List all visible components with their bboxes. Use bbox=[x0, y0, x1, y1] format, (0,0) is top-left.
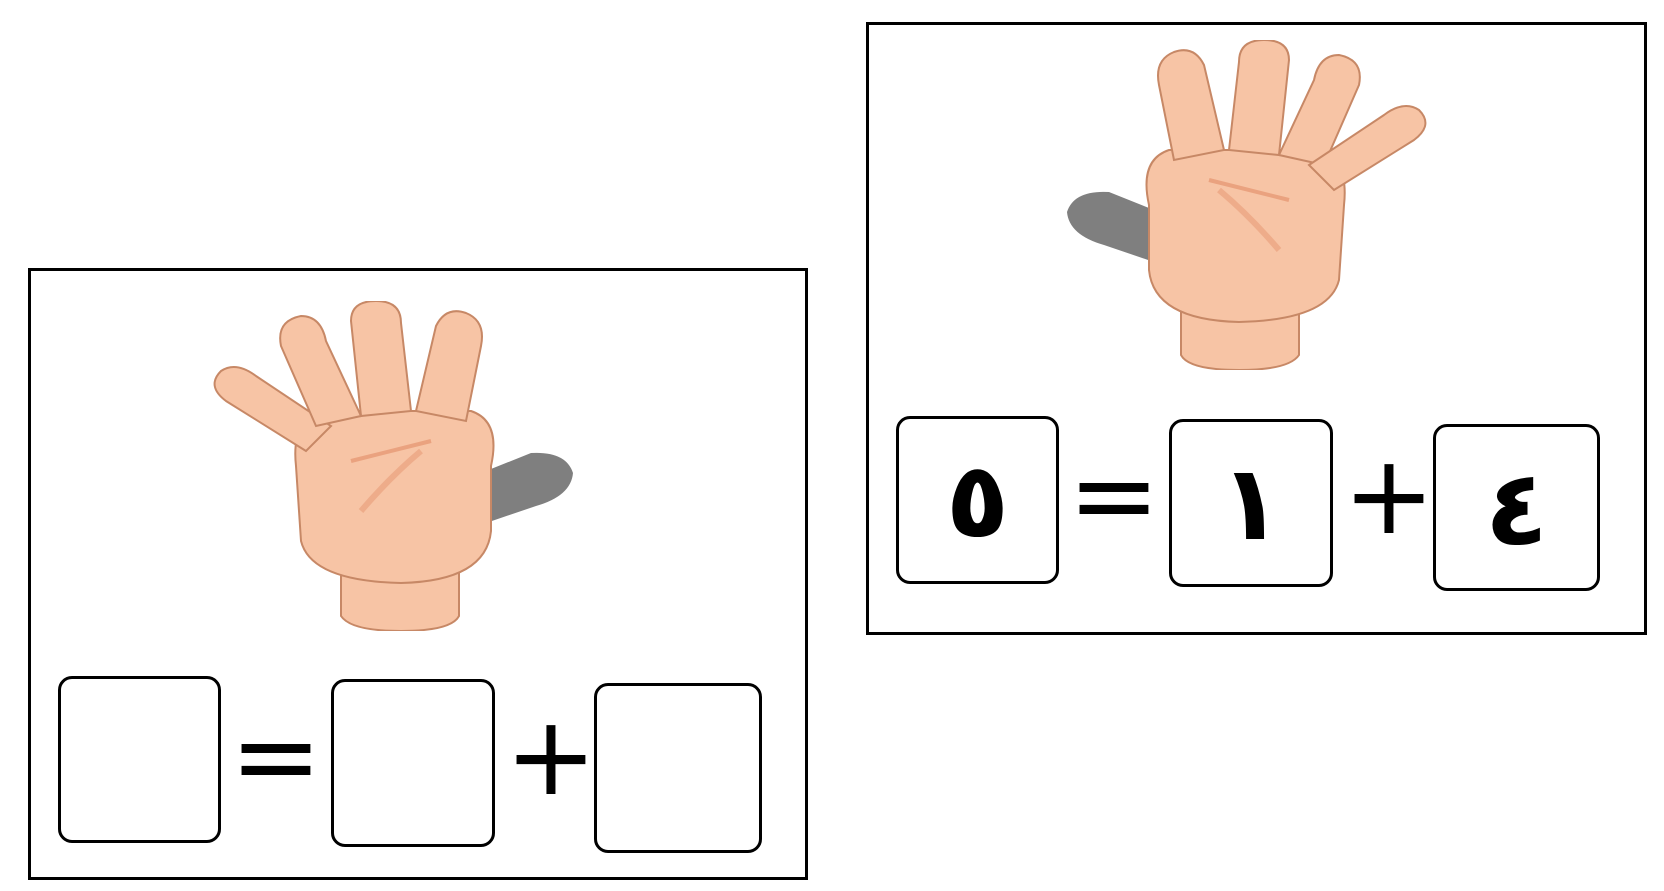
plus-sign: + bbox=[1342, 431, 1436, 559]
hand-icon bbox=[1067, 40, 1427, 370]
plus-sign: + bbox=[504, 692, 598, 820]
addend-box-b[interactable] bbox=[594, 683, 762, 853]
answer-box[interactable]: ٥ bbox=[896, 416, 1059, 584]
exercise-card-left: = + bbox=[28, 268, 808, 880]
addend-box-b[interactable]: ٤ bbox=[1433, 424, 1600, 591]
equals-sign: = bbox=[1067, 431, 1161, 559]
addend-box-a[interactable]: ١ bbox=[1169, 419, 1333, 587]
addend-box-a[interactable] bbox=[331, 679, 495, 847]
exercise-card-right: ٥ = ١ + ٤ bbox=[866, 22, 1647, 635]
folded-thumb bbox=[486, 452, 573, 523]
answer-box[interactable] bbox=[58, 676, 221, 843]
hand-icon bbox=[213, 301, 573, 631]
folded-thumb bbox=[1067, 191, 1154, 262]
equals-sign: = bbox=[229, 692, 323, 820]
